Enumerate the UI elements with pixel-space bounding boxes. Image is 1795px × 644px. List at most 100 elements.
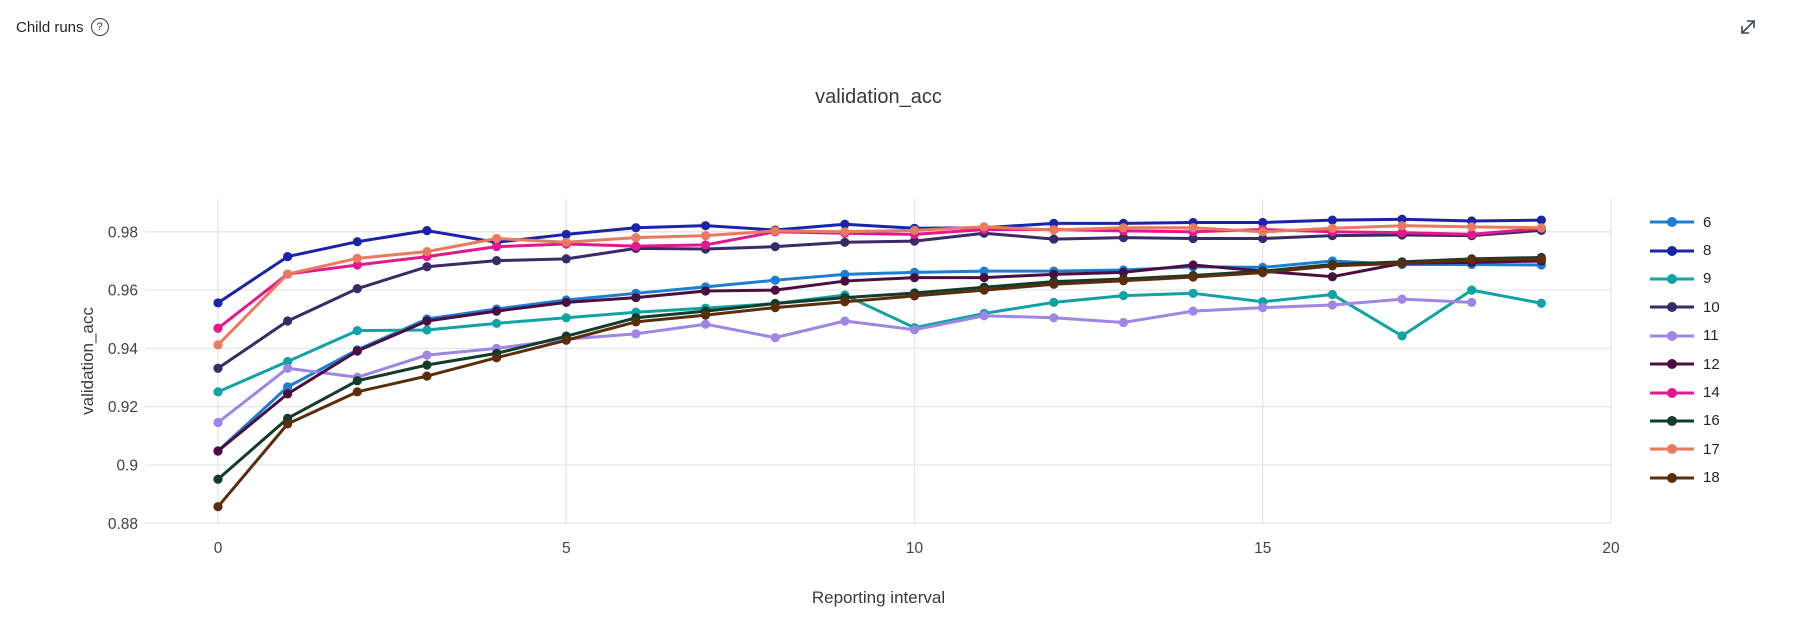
series-point-18-x14[interactable] xyxy=(1188,272,1198,282)
series-point-11-x6[interactable] xyxy=(631,329,641,339)
series-point-11-x11[interactable] xyxy=(979,311,989,321)
series-point-17-x11[interactable] xyxy=(979,222,989,232)
series-point-12-x0[interactable] xyxy=(213,446,223,456)
help-icon[interactable]: ? xyxy=(90,18,109,36)
series-point-18-x2[interactable] xyxy=(352,387,362,397)
series-point-17-x16[interactable] xyxy=(1327,223,1337,233)
series-point-8-x2[interactable] xyxy=(352,237,362,247)
series-point-18-x6[interactable] xyxy=(631,317,641,327)
series-point-18-x9[interactable] xyxy=(840,297,850,307)
series-point-18-x4[interactable] xyxy=(492,353,502,363)
series-point-17-x0[interactable] xyxy=(213,340,223,350)
series-point-17-x14[interactable] xyxy=(1188,223,1198,233)
series-point-8-x16[interactable] xyxy=(1327,215,1337,225)
series-point-9-x16[interactable] xyxy=(1327,289,1337,300)
series-point-10-x12[interactable] xyxy=(1049,234,1059,244)
series-point-11-x14[interactable] xyxy=(1188,306,1198,316)
series-point-8-x9[interactable] xyxy=(840,219,850,229)
series-point-9-x1[interactable] xyxy=(283,356,293,367)
legend-item-16[interactable]: 16 xyxy=(1649,407,1720,435)
series-point-14-x18[interactable] xyxy=(1467,229,1477,240)
series-point-11-x15[interactable] xyxy=(1258,302,1268,313)
series-point-8-x1[interactable] xyxy=(283,251,293,262)
series-point-14-x0[interactable] xyxy=(213,323,223,333)
series-point-14-x2[interactable] xyxy=(352,260,362,270)
series-point-18-x19[interactable] xyxy=(1536,254,1546,264)
series-point-17-x6[interactable] xyxy=(631,233,641,243)
series-point-6-x11[interactable] xyxy=(979,266,989,276)
series-point-12-x7[interactable] xyxy=(700,286,711,296)
series-point-11-x17[interactable] xyxy=(1397,294,1407,304)
series-point-17-x17[interactable] xyxy=(1397,221,1407,231)
series-point-8-x3[interactable] xyxy=(422,226,432,236)
legend-item-6[interactable]: 6 xyxy=(1649,208,1720,236)
series-point-8-x7[interactable] xyxy=(700,221,711,231)
series-point-17-x8[interactable] xyxy=(770,226,780,236)
series-point-10-x4[interactable] xyxy=(492,256,502,266)
series-point-18-x11[interactable] xyxy=(979,285,989,295)
series-point-17-x1[interactable] xyxy=(283,269,293,279)
series-point-12-x3[interactable] xyxy=(422,316,432,326)
series-point-17-x2[interactable] xyxy=(352,253,362,263)
series-point-12-x8[interactable] xyxy=(770,285,780,295)
series-point-18-x1[interactable] xyxy=(283,419,293,429)
series-point-11-x0[interactable] xyxy=(213,417,223,428)
series-point-9-x3[interactable] xyxy=(422,325,432,335)
series-point-17-x12[interactable] xyxy=(1049,225,1059,235)
expand-icon[interactable] xyxy=(1737,16,1759,38)
series-point-17-x3[interactable] xyxy=(422,247,432,257)
series-point-12-x14[interactable] xyxy=(1188,260,1198,270)
series-point-18-x5[interactable] xyxy=(561,335,571,345)
series-point-17-x9[interactable] xyxy=(840,227,850,237)
series-point-17-x5[interactable] xyxy=(561,237,571,247)
series-point-11-x1[interactable] xyxy=(283,363,293,373)
series-point-11-x18[interactable] xyxy=(1467,297,1477,307)
series-point-10-x9[interactable] xyxy=(840,237,850,247)
series-point-12-x1[interactable] xyxy=(283,389,293,399)
series-point-18-x16[interactable] xyxy=(1327,261,1337,271)
series-point-8-x0[interactable] xyxy=(213,298,223,308)
series-point-11-x12[interactable] xyxy=(1049,313,1059,323)
series-point-10-x1[interactable] xyxy=(283,316,293,326)
legend-item-10[interactable]: 10 xyxy=(1649,293,1720,321)
series-point-11-x3[interactable] xyxy=(422,350,432,360)
series-point-14-x6[interactable] xyxy=(631,241,641,251)
series-point-12-x12[interactable] xyxy=(1049,269,1059,279)
legend-item-18[interactable]: 18 xyxy=(1649,464,1720,492)
series-point-18-x13[interactable] xyxy=(1118,276,1129,286)
series-point-9-x12[interactable] xyxy=(1049,297,1059,307)
series-point-18-x15[interactable] xyxy=(1258,268,1268,278)
series-point-12-x16[interactable] xyxy=(1327,272,1337,282)
series-point-8-x5[interactable] xyxy=(561,229,571,240)
series-point-12-x11[interactable] xyxy=(979,272,989,283)
series-point-10-x5[interactable] xyxy=(561,254,571,264)
series-point-10-x2[interactable] xyxy=(352,284,362,294)
series-point-18-x3[interactable] xyxy=(422,371,432,381)
series-point-9-x13[interactable] xyxy=(1118,291,1129,301)
series-point-18-x18[interactable] xyxy=(1467,255,1477,265)
series-point-8-x6[interactable] xyxy=(631,223,641,233)
series-point-14-x7[interactable] xyxy=(700,240,711,250)
series-point-18-x8[interactable] xyxy=(770,302,780,313)
series-point-10-x3[interactable] xyxy=(422,262,432,272)
series-point-18-x0[interactable] xyxy=(213,502,223,512)
series-point-8-x17[interactable] xyxy=(1397,214,1407,224)
legend-item-12[interactable]: 12 xyxy=(1649,350,1720,378)
series-point-9-x17[interactable] xyxy=(1397,331,1407,341)
series-point-11-x8[interactable] xyxy=(770,333,780,343)
series-point-6-x1[interactable] xyxy=(283,382,293,392)
series-point-8-x19[interactable] xyxy=(1536,215,1546,225)
series-point-11-x13[interactable] xyxy=(1118,317,1129,328)
series-point-12-x6[interactable] xyxy=(631,293,641,303)
series-point-16-x3[interactable] xyxy=(422,360,432,370)
series-point-17-x18[interactable] xyxy=(1467,222,1477,232)
series-point-9-x19[interactable] xyxy=(1536,298,1546,308)
series-point-18-x7[interactable] xyxy=(700,310,711,320)
series-point-11-x9[interactable] xyxy=(840,316,850,326)
series-point-9-x0[interactable] xyxy=(213,387,223,397)
series-point-10-x13[interactable] xyxy=(1118,233,1129,243)
series-point-17-x19[interactable] xyxy=(1536,223,1546,233)
series-point-9-x2[interactable] xyxy=(352,326,362,336)
legend-item-17[interactable]: 17 xyxy=(1649,435,1720,463)
series-point-17-x4[interactable] xyxy=(492,233,502,244)
